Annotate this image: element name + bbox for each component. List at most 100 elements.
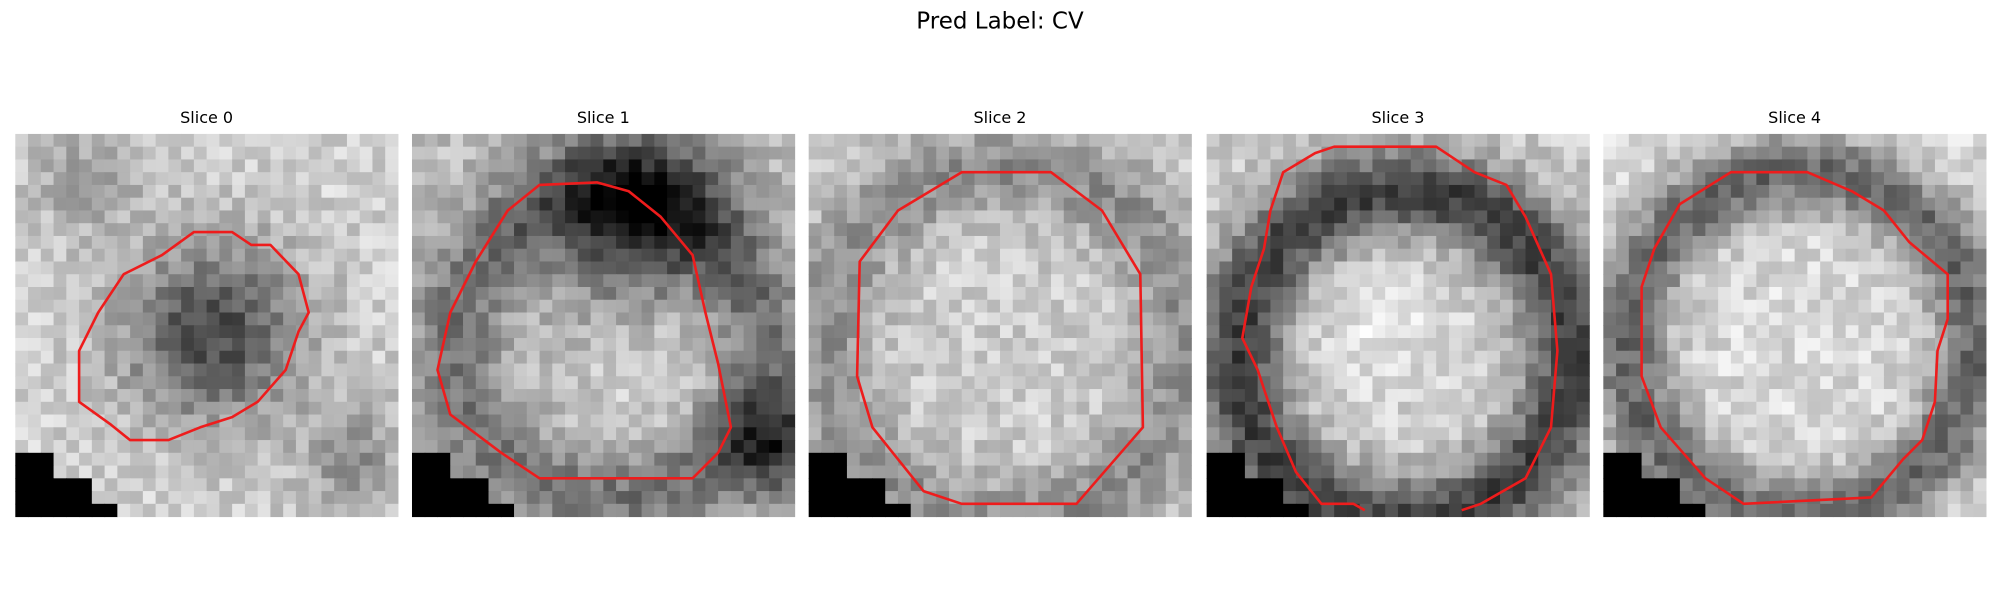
- pixel: [987, 338, 1001, 352]
- pixel: [1769, 401, 1783, 416]
- pixel: [961, 197, 975, 211]
- pixel: [834, 363, 848, 377]
- pixel: [936, 235, 950, 250]
- pixel: [1346, 401, 1361, 416]
- pixel: [1883, 338, 1898, 352]
- pixel: [385, 261, 399, 275]
- pixel: [219, 401, 233, 416]
- pixel: [1410, 172, 1424, 186]
- pixel: [1165, 146, 1180, 160]
- pixel: [1692, 389, 1706, 403]
- pixel: [1206, 503, 1220, 518]
- pixel: [705, 146, 719, 160]
- pixel: [1321, 286, 1335, 301]
- pixel: [1947, 503, 1961, 518]
- pixel: [1102, 350, 1116, 365]
- pixel: [948, 286, 963, 301]
- pixel: [1178, 363, 1192, 377]
- pixel: [488, 376, 502, 390]
- pixel: [1346, 261, 1361, 275]
- pixel: [1807, 503, 1821, 518]
- pixel: [1551, 248, 1565, 262]
- pixel: [1538, 172, 1552, 186]
- pixel: [885, 452, 899, 467]
- pixel: [1089, 248, 1103, 262]
- pixel: [808, 491, 822, 505]
- pixel: [1127, 338, 1141, 352]
- pixel: [1616, 312, 1630, 326]
- pixel: [961, 338, 975, 352]
- pixel: [1858, 401, 1872, 416]
- pixel: [1423, 350, 1437, 365]
- pixel: [1076, 172, 1090, 186]
- pixel: [781, 312, 796, 326]
- pixel: [603, 274, 617, 288]
- pixel: [769, 414, 783, 428]
- pixel: [1219, 401, 1233, 416]
- pixel: [1359, 146, 1373, 160]
- pixel: [692, 223, 706, 237]
- pixel: [1973, 223, 1987, 237]
- pixel: [1909, 503, 1923, 518]
- pixel: [130, 478, 144, 492]
- pixel: [834, 478, 848, 492]
- pixel: [1308, 312, 1322, 326]
- pixel: [372, 235, 386, 250]
- pixel: [552, 338, 566, 352]
- pixel: [705, 286, 719, 301]
- pixel: [1832, 261, 1847, 275]
- pixel: [1051, 235, 1065, 250]
- pixel: [1038, 363, 1052, 377]
- pixel: [1960, 184, 1974, 199]
- pixel: [718, 325, 732, 339]
- pixel: [488, 210, 502, 224]
- pixel: [1244, 146, 1259, 160]
- pixel: [756, 491, 770, 505]
- pixel: [1692, 325, 1706, 339]
- pixel: [846, 401, 861, 416]
- pixel: [168, 452, 182, 467]
- pixel: [705, 274, 719, 288]
- pixel: [1934, 491, 1949, 505]
- pixel: [1359, 491, 1373, 505]
- pixel: [206, 440, 220, 454]
- pixel: [424, 133, 438, 148]
- pixel: [385, 452, 399, 467]
- pixel: [590, 197, 604, 211]
- pixel: [1012, 338, 1027, 352]
- pixel: [1448, 401, 1463, 416]
- slice-image: [808, 133, 1192, 518]
- pixel: [628, 223, 643, 237]
- pixel: [1063, 299, 1078, 313]
- pixel: [565, 274, 579, 288]
- pixel: [40, 376, 55, 390]
- pixel: [1140, 465, 1154, 479]
- pixel: [1730, 401, 1745, 416]
- pixel: [1960, 389, 1974, 403]
- pixel: [1321, 389, 1335, 403]
- pixel: [1820, 146, 1834, 160]
- pixel: [1295, 452, 1310, 467]
- pixel: [1525, 338, 1539, 352]
- pixel: [346, 197, 361, 211]
- pixel: [936, 389, 950, 403]
- pixel: [1525, 286, 1539, 301]
- pixel: [1063, 197, 1078, 211]
- pixel: [181, 338, 195, 352]
- pixel: [514, 235, 528, 250]
- pixel: [1845, 210, 1859, 224]
- pixel: [1832, 427, 1847, 441]
- pixel: [1423, 401, 1437, 416]
- pixel: [1063, 414, 1078, 428]
- pixel: [1832, 478, 1847, 492]
- pixel: [463, 401, 477, 416]
- pixel: [1654, 338, 1668, 352]
- pixel: [1114, 452, 1129, 467]
- pixel: [155, 261, 169, 275]
- pixel: [1538, 184, 1552, 199]
- pixel: [66, 261, 80, 275]
- pixel: [705, 299, 719, 313]
- pixel: [219, 210, 233, 224]
- pixel: [961, 286, 975, 301]
- pixel: [79, 133, 93, 148]
